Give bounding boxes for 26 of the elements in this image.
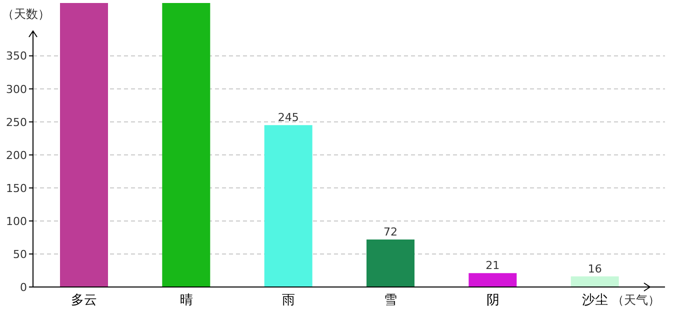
bar — [60, 3, 108, 287]
x-tick-label: 阴 — [486, 293, 500, 308]
bar — [366, 239, 414, 287]
y-tick-label: 50 — [13, 248, 27, 261]
bar — [162, 3, 210, 287]
y-tick-label: 350 — [6, 50, 27, 63]
y-tick-label: 200 — [6, 148, 27, 162]
data-label: 245 — [278, 111, 299, 124]
y-tick-label: 100 — [6, 214, 27, 228]
x-tick-label: 多云 — [71, 293, 98, 308]
data-label: 21 — [486, 259, 500, 272]
y-axis-title: （天数） — [2, 6, 50, 23]
bar — [468, 273, 517, 287]
y-tick-label: 250 — [6, 116, 27, 129]
data-label: 16 — [588, 262, 602, 276]
x-tick-label: 雨 — [282, 293, 295, 308]
bar — [570, 276, 619, 287]
x-tick-label: 雪 — [384, 293, 398, 308]
x-tick-label: 沙尘 — [582, 293, 608, 308]
y-tick-label: 150 — [6, 182, 27, 195]
y-tick-label: 300 — [6, 82, 27, 96]
x-axis-title: （天气） — [612, 292, 660, 309]
x-tick-label: 晴 — [180, 293, 193, 308]
y-tick-label: 0 — [20, 280, 27, 294]
bar — [264, 125, 312, 287]
data-label: 72 — [384, 225, 398, 238]
